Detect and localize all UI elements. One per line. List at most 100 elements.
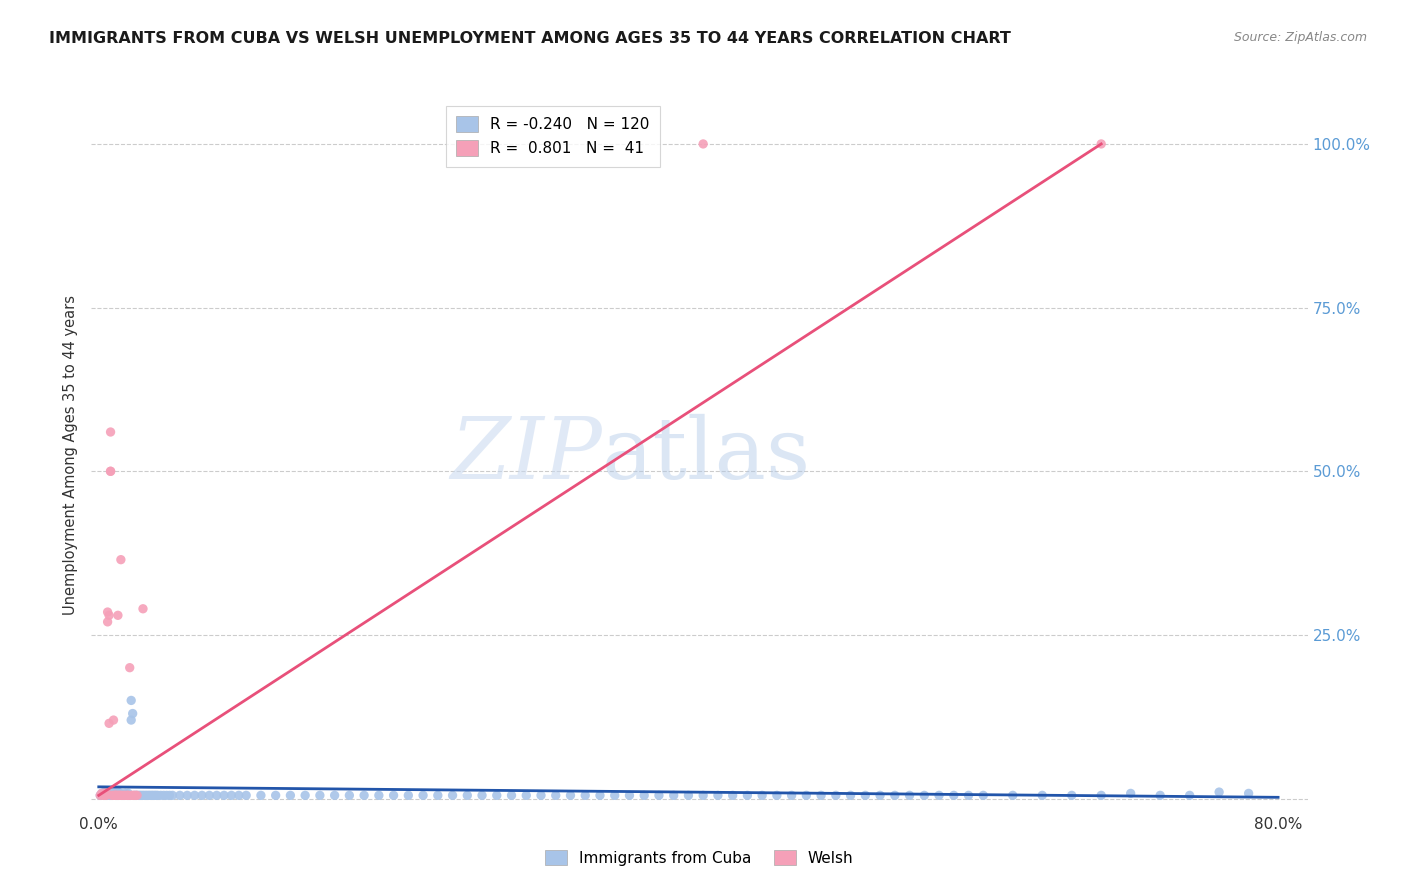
- Point: [589, 789, 612, 803]
- Point: [108, 789, 131, 803]
- Point: [912, 789, 935, 803]
- Point: [1149, 789, 1171, 803]
- Point: [94, 789, 117, 803]
- Point: [103, 785, 125, 799]
- Point: [139, 789, 162, 803]
- Point: [426, 789, 449, 803]
- Point: [145, 789, 167, 803]
- Point: [111, 789, 134, 803]
- Point: [1178, 789, 1201, 803]
- Point: [120, 693, 142, 707]
- Point: [382, 789, 405, 803]
- Point: [574, 789, 596, 803]
- Point: [155, 789, 177, 803]
- Point: [105, 789, 128, 803]
- Point: [112, 789, 135, 803]
- Text: ZIP: ZIP: [450, 414, 602, 496]
- Point: [250, 789, 273, 803]
- Point: [751, 789, 773, 803]
- Point: [93, 789, 115, 803]
- Point: [100, 786, 122, 800]
- Point: [183, 789, 205, 803]
- Point: [98, 789, 121, 803]
- Point: [120, 789, 142, 803]
- Point: [127, 789, 149, 803]
- Point: [619, 789, 641, 803]
- Point: [228, 789, 250, 803]
- Point: [93, 785, 115, 799]
- Point: [107, 608, 129, 623]
- Point: [309, 789, 332, 803]
- Point: [103, 713, 125, 727]
- Point: [1090, 789, 1112, 803]
- Point: [105, 786, 128, 800]
- Text: IMMIGRANTS FROM CUBA VS WELSH UNEMPLOYMENT AMONG AGES 35 TO 44 YEARS CORRELATION: IMMIGRANTS FROM CUBA VS WELSH UNEMPLOYME…: [49, 31, 1011, 46]
- Point: [141, 789, 163, 803]
- Point: [98, 608, 121, 623]
- Point: [485, 789, 508, 803]
- Point: [122, 789, 145, 803]
- Point: [131, 789, 153, 803]
- Point: [100, 425, 122, 439]
- Point: [1119, 786, 1142, 800]
- Point: [692, 789, 714, 803]
- Point: [839, 789, 862, 803]
- Point: [114, 789, 136, 803]
- Point: [98, 785, 121, 799]
- Point: [1001, 789, 1024, 803]
- Point: [118, 661, 141, 675]
- Point: [1237, 786, 1260, 800]
- Point: [122, 789, 145, 803]
- Point: [118, 789, 141, 803]
- Point: [121, 789, 143, 803]
- Point: [124, 789, 146, 803]
- Point: [766, 789, 789, 803]
- Point: [105, 789, 128, 803]
- Point: [104, 789, 127, 803]
- Point: [93, 789, 115, 803]
- Point: [205, 789, 228, 803]
- Point: [737, 789, 759, 803]
- Point: [107, 789, 129, 803]
- Point: [456, 789, 478, 803]
- Y-axis label: Unemployment Among Ages 35 to 44 years: Unemployment Among Ages 35 to 44 years: [63, 295, 79, 615]
- Point: [662, 789, 685, 803]
- Point: [501, 789, 523, 803]
- Point: [152, 789, 174, 803]
- Point: [198, 789, 221, 803]
- Point: [191, 789, 214, 803]
- Text: atlas: atlas: [602, 413, 811, 497]
- Point: [337, 789, 360, 803]
- Point: [142, 789, 165, 803]
- Point: [972, 789, 994, 803]
- Point: [796, 789, 818, 803]
- Point: [108, 789, 131, 803]
- Point: [94, 789, 117, 803]
- Point: [471, 789, 494, 803]
- Point: [107, 789, 129, 803]
- Point: [110, 786, 132, 800]
- Point: [117, 789, 139, 803]
- Point: [853, 789, 876, 803]
- Point: [91, 786, 114, 800]
- Point: [633, 789, 655, 803]
- Point: [883, 789, 905, 803]
- Point: [104, 789, 127, 803]
- Point: [132, 601, 155, 615]
- Point: [134, 789, 156, 803]
- Point: [107, 785, 129, 799]
- Point: [97, 605, 120, 619]
- Point: [221, 789, 243, 803]
- Point: [97, 615, 120, 629]
- Point: [323, 789, 346, 803]
- Point: [111, 789, 134, 803]
- Point: [412, 789, 434, 803]
- Point: [124, 789, 146, 803]
- Point: [648, 789, 671, 803]
- Text: Source: ZipAtlas.com: Source: ZipAtlas.com: [1233, 31, 1367, 45]
- Point: [108, 789, 131, 803]
- Point: [1060, 789, 1083, 803]
- Point: [212, 789, 235, 803]
- Point: [104, 789, 127, 803]
- Point: [957, 789, 980, 803]
